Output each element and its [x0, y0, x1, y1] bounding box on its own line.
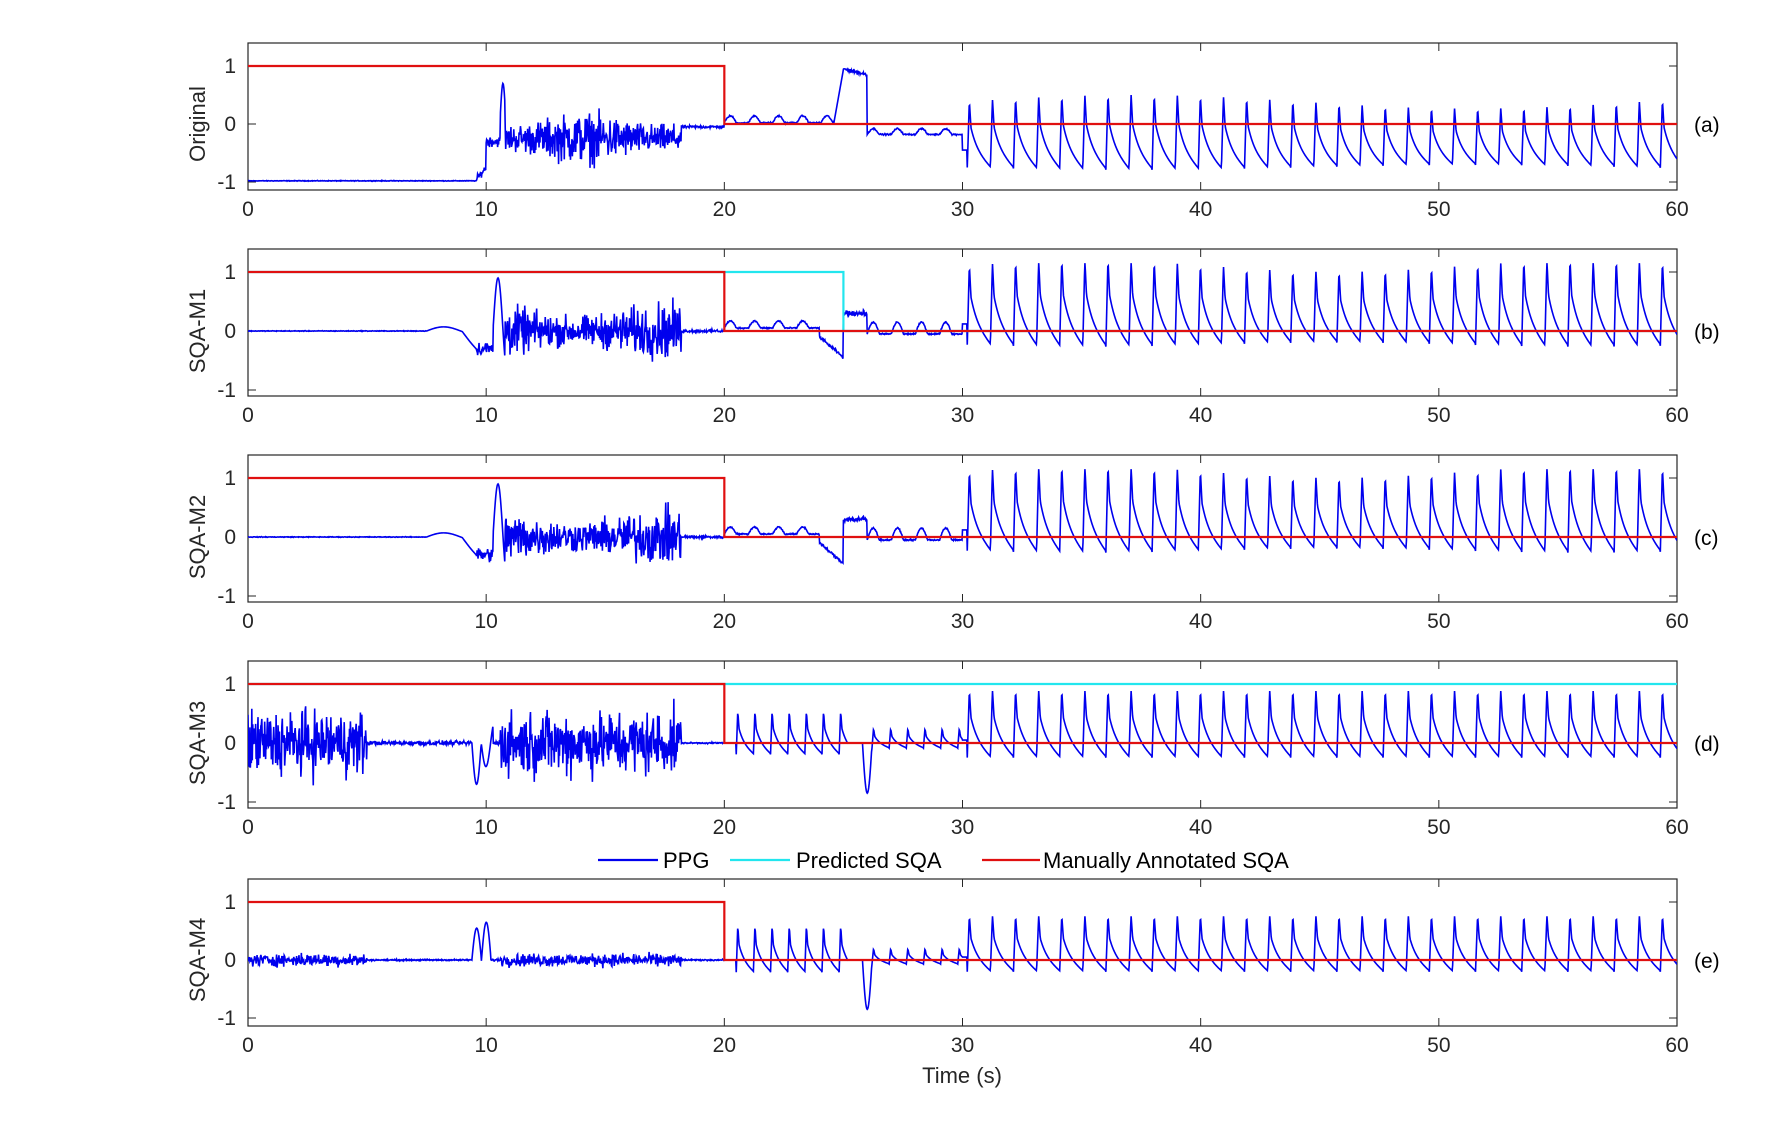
- x-tick-label: 0: [242, 610, 254, 633]
- y-axis-label: SQA-M1: [185, 289, 210, 373]
- y-tick-label: 1: [224, 891, 236, 914]
- y-tick-label: 0: [224, 732, 236, 755]
- y-tick-label: 0: [224, 113, 236, 136]
- panel-d: 0 10 20 30 40 50 60 -1 0 1 SQA-M3 (d): [185, 660, 1720, 839]
- x-tick-label: 10: [474, 610, 497, 633]
- y-axis-label: SQA-M4: [185, 918, 210, 1002]
- y-tick-label: 0: [224, 949, 236, 972]
- x-tick-label: 50: [1427, 1034, 1450, 1057]
- y-tick-label: 1: [224, 55, 236, 78]
- x-tick-label: 60: [1665, 816, 1688, 839]
- y-tick-label: 1: [224, 261, 236, 284]
- x-tick-label: 20: [713, 610, 736, 633]
- x-tick-label: 40: [1189, 816, 1212, 839]
- panel-tag: (e): [1694, 950, 1720, 973]
- x-tick-label: 30: [951, 404, 974, 427]
- panel-tag: (c): [1694, 527, 1719, 550]
- x-tick-label: 0: [242, 1034, 254, 1057]
- y-tick-label: 0: [224, 526, 236, 549]
- x-tick-label: 0: [242, 816, 254, 839]
- x-axis-label: Time (s): [922, 1063, 1002, 1088]
- x-tick-label: 30: [951, 610, 974, 633]
- y-axis-label: Original: [185, 86, 210, 162]
- panel-tag: (a): [1694, 114, 1720, 137]
- legend-manual-label: Manually Annotated SQA: [1043, 848, 1289, 873]
- y-tick-label: -1: [217, 791, 236, 814]
- y-axis-label: SQA-M2: [185, 495, 210, 579]
- x-tick-label: 20: [713, 1034, 736, 1057]
- y-tick-label: -1: [217, 1007, 236, 1030]
- y-tick-label: -1: [217, 585, 236, 608]
- x-tick-label: 40: [1189, 610, 1212, 633]
- panel-tag: (b): [1694, 321, 1720, 344]
- manual-sqa-series: [248, 900, 1677, 962]
- x-tick-label: 40: [1189, 1034, 1212, 1057]
- x-tick-label: 40: [1189, 198, 1212, 221]
- x-tick-label: 50: [1427, 198, 1450, 221]
- ppg-series: [248, 469, 1677, 565]
- panel-b: 0 10 20 30 40 50 60 -1 0 1 SQA-M1 (b): [185, 248, 1720, 427]
- ppg-series: [248, 67, 1677, 183]
- x-tick-label: 50: [1427, 610, 1450, 633]
- y-tick-label: 0: [224, 320, 236, 343]
- x-tick-label: 10: [474, 198, 497, 221]
- panel-a: 0 10 20 30 40 50 60 -1 0 1 Original (a): [185, 42, 1720, 221]
- y-axis-label: SQA-M3: [185, 701, 210, 785]
- y-tick-label: -1: [217, 171, 236, 194]
- x-tick-label: 60: [1665, 1034, 1688, 1057]
- x-tick-label: 40: [1189, 404, 1212, 427]
- x-tick-label: 30: [951, 816, 974, 839]
- manual-sqa-series: [248, 64, 1677, 126]
- x-tick-label: 60: [1665, 610, 1688, 633]
- manual-sqa-series: [248, 476, 1677, 539]
- y-tick-label: -1: [217, 379, 236, 402]
- x-tick-label: 30: [951, 1034, 974, 1057]
- panel-tag: (d): [1694, 733, 1720, 756]
- panel-e: 0 10 20 30 40 50 60 -1 0 1 SQA-M4 (e): [185, 878, 1720, 1057]
- ppg-series: [248, 690, 1677, 795]
- x-tick-label: 0: [242, 404, 254, 427]
- x-tick-label: 50: [1427, 816, 1450, 839]
- x-tick-label: 20: [713, 404, 736, 427]
- x-tick-label: 20: [713, 198, 736, 221]
- legend: PPG Predicted SQA Manually Annotated SQA: [598, 848, 1289, 873]
- panel-c: 0 10 20 30 40 50 60 -1 0 1 SQA-M2 (c): [185, 454, 1719, 633]
- ppg-series: [248, 263, 1677, 362]
- manual-sqa-series: [248, 682, 1677, 745]
- x-tick-label: 20: [713, 816, 736, 839]
- legend-predicted-label: Predicted SQA: [796, 848, 942, 873]
- x-tick-label: 50: [1427, 404, 1450, 427]
- x-tick-label: 60: [1665, 404, 1688, 427]
- x-tick-label: 10: [474, 1034, 497, 1057]
- legend-ppg-label: PPG: [663, 848, 709, 873]
- y-tick-label: 1: [224, 673, 236, 696]
- y-tick-label: 1: [224, 467, 236, 490]
- ppg-series: [248, 916, 1677, 1011]
- x-tick-label: 10: [474, 404, 497, 427]
- x-tick-label: 30: [951, 198, 974, 221]
- x-tick-label: 60: [1665, 198, 1688, 221]
- manual-sqa-series: [248, 270, 1677, 333]
- x-tick-label: 0: [242, 198, 254, 221]
- x-tick-label: 10: [474, 816, 497, 839]
